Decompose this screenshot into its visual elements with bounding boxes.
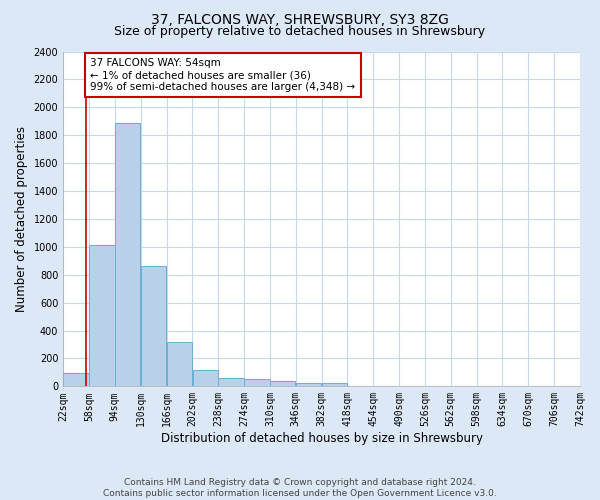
Text: Size of property relative to detached houses in Shrewsbury: Size of property relative to detached ho… [115,25,485,38]
Text: Contains HM Land Registry data © Crown copyright and database right 2024.
Contai: Contains HM Land Registry data © Crown c… [103,478,497,498]
Bar [244,378,269,386]
Bar [89,246,115,386]
Bar [218,378,244,386]
Text: 37 FALCONS WAY: 54sqm
← 1% of detached houses are smaller (36)
99% of semi-detac: 37 FALCONS WAY: 54sqm ← 1% of detached h… [91,58,356,92]
Bar [270,381,295,386]
X-axis label: Distribution of detached houses by size in Shrewsbury: Distribution of detached houses by size … [161,432,482,445]
Bar [322,383,347,386]
Text: 37, FALCONS WAY, SHREWSBURY, SY3 8ZG: 37, FALCONS WAY, SHREWSBURY, SY3 8ZG [151,12,449,26]
Bar [193,370,218,386]
Bar [167,342,192,386]
Bar [64,373,89,386]
Bar [115,122,140,386]
Bar [141,266,166,386]
Y-axis label: Number of detached properties: Number of detached properties [15,126,28,312]
Bar [296,383,322,386]
